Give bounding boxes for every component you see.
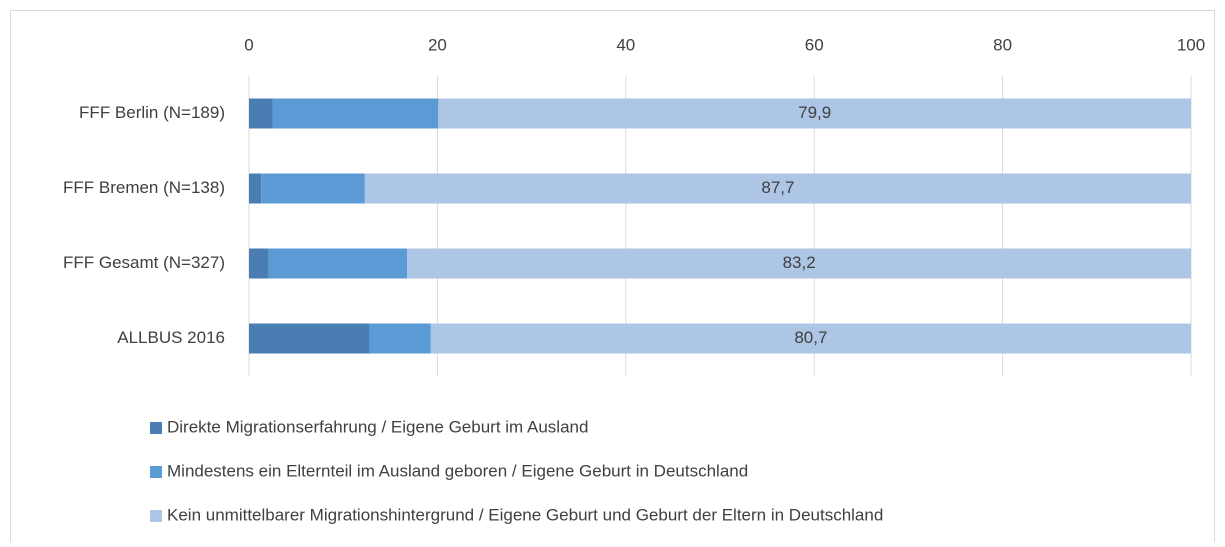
x-tick-label: 60 (805, 35, 824, 54)
legend-label: Direkte Migrationserfahrung / Eigene Geb… (167, 417, 588, 436)
y-tick-label: FFF Berlin (N=189) (79, 103, 225, 122)
bar-segment (249, 248, 269, 279)
x-tick-label: 40 (616, 35, 635, 54)
data-label: 87,7 (761, 178, 794, 197)
legend-swatch (150, 510, 162, 522)
bar-segment (249, 98, 273, 129)
bar-segment (430, 323, 1191, 354)
x-tick-label: 80 (993, 35, 1012, 54)
bar-segment (438, 98, 1191, 129)
y-tick-label: FFF Bremen (N=138) (63, 178, 225, 197)
legend-swatch (150, 466, 162, 478)
x-tick-label: 100 (1177, 35, 1205, 54)
bar-segment (261, 173, 365, 204)
bar-segment (407, 248, 1192, 279)
legend-swatch (150, 422, 162, 434)
bar-segment (249, 173, 262, 204)
legend-label: Mindestens ein Elternteil im Ausland geb… (167, 461, 748, 480)
chart-frame (10, 10, 1215, 547)
x-tick-label: 20 (428, 35, 447, 54)
y-tick-label: FFF Gesamt (N=327) (63, 253, 225, 272)
bar-segment (272, 98, 439, 129)
bar-segment (268, 248, 408, 279)
data-label: 83,2 (783, 253, 816, 272)
x-tick-label: 0 (244, 35, 253, 54)
bar-segment (249, 323, 370, 354)
data-label: 79,9 (798, 103, 831, 122)
bar-segment (364, 173, 1192, 204)
bar-segment (369, 323, 431, 354)
data-label: 80,7 (794, 328, 827, 347)
legend-label: Kein unmittelbarer Migrationshintergrund… (167, 505, 883, 524)
y-tick-label: ALLBUS 2016 (117, 328, 225, 347)
